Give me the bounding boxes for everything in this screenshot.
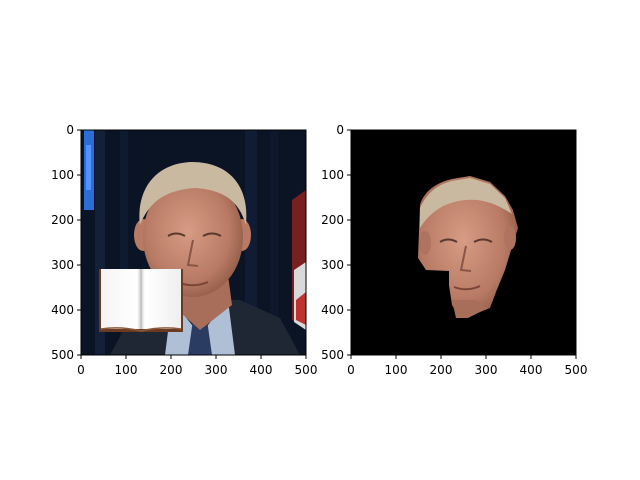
right-x-tick-label: 200 (430, 363, 453, 377)
left-y-tick-label: 500 (51, 348, 74, 362)
left-y-tick-label: 0 (66, 123, 74, 137)
right-y-tick-label: 200 (321, 213, 344, 227)
right-axes-frame (350, 129, 577, 356)
right-x-tick-label: 400 (520, 363, 543, 377)
right-y-tick-label: 0 (336, 123, 344, 137)
right-y-tick-label: 100 (321, 168, 344, 182)
left-x-tick-label: 0 (77, 363, 85, 377)
left-x-tick-label: 400 (250, 363, 273, 377)
left-photo (81, 130, 306, 355)
right-x-tick-label: 500 (565, 363, 588, 377)
left-x-tick-label: 500 (295, 363, 318, 377)
left-x-tick-label: 100 (115, 363, 138, 377)
right-y-tick-label: 500 (321, 348, 344, 362)
left-y-tick-label: 300 (51, 258, 74, 272)
left-x-tick-label: 300 (205, 363, 228, 377)
right-x-tick-label: 100 (385, 363, 408, 377)
right-y-tick-label: 300 (321, 258, 344, 272)
right-y-tick-label: 400 (321, 303, 344, 317)
left-axes-frame (80, 129, 307, 356)
left-y-tick-label: 100 (51, 168, 74, 182)
segmented-face (418, 176, 518, 318)
left-y-tick-label: 200 (51, 213, 74, 227)
left-x-tick-label: 200 (160, 363, 183, 377)
left-y-tick-label: 400 (51, 303, 74, 317)
right-x-tick-label: 300 (475, 363, 498, 377)
right-photo (351, 130, 576, 355)
right-x-tick-label: 0 (347, 363, 355, 377)
book-overlay (99, 269, 183, 332)
